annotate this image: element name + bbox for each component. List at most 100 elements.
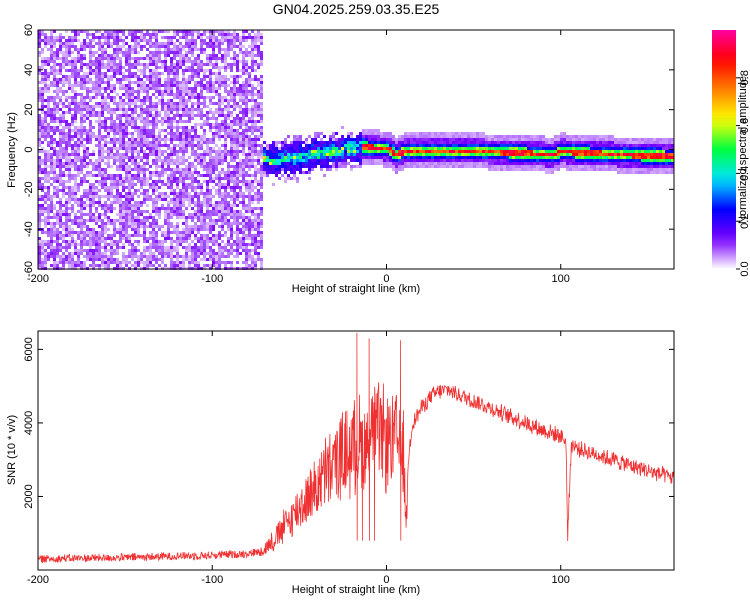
- spectrogram-cell: [38, 258, 41, 261]
- spectrogram-cell: [77, 186, 80, 189]
- spectrogram-cell: [131, 81, 134, 84]
- spectrogram-cell: [254, 48, 257, 51]
- spectrogram-cell: [68, 168, 71, 171]
- spectrogram-cell: [182, 54, 185, 57]
- spectrogram-cell: [98, 117, 101, 120]
- spectrogram-cell: [185, 252, 188, 255]
- spectrogram-cell: [56, 102, 59, 105]
- spectrogram-cell: [170, 153, 173, 156]
- spectrogram-cell: [191, 78, 194, 81]
- spectrogram-cell: [149, 144, 152, 147]
- spectrogram-cell: [80, 108, 83, 111]
- spectrogram-cell: [170, 150, 173, 153]
- spectrogram-cell: [164, 78, 167, 81]
- spectrogram-cell: [164, 138, 167, 141]
- spectrogram-cell: [44, 120, 47, 123]
- spectrogram-cell: [41, 177, 44, 180]
- spectrogram-cell: [251, 222, 254, 225]
- spectrogram-cell: [260, 111, 263, 114]
- spectrogram-cell: [92, 33, 95, 36]
- spectrogram-cell: [131, 99, 134, 102]
- spectrogram-cell: [80, 201, 83, 204]
- spectrogram-cell: [80, 132, 83, 135]
- spectrogram-cell: [158, 120, 161, 123]
- spectrogram-cell: [137, 213, 140, 216]
- spectrogram-cell: [200, 33, 203, 36]
- spectrogram-cell: [188, 90, 191, 93]
- spectrogram-cell: [143, 189, 146, 192]
- spectrogram-cell: [80, 183, 83, 186]
- spectrogram-cell: [122, 93, 125, 96]
- spectrogram-cell: [179, 261, 182, 264]
- spectrogram-cell: [176, 96, 179, 99]
- spectrogram-cell: [203, 165, 206, 168]
- spectrogram-cell: [83, 99, 86, 102]
- spectrogram-cell: [62, 120, 65, 123]
- spectrogram-cell: [128, 105, 131, 108]
- spectrogram-cell: [188, 99, 191, 102]
- spectrogram-cell: [62, 78, 65, 81]
- spectrogram-cell: [98, 195, 101, 198]
- spectrogram-cell: [146, 48, 149, 51]
- spectrogram-cell: [95, 105, 98, 108]
- spectrogram-cell: [62, 138, 65, 141]
- spectrogram-cell: [65, 243, 68, 246]
- spectrogram-cell: [65, 231, 68, 234]
- spectrogram-cell: [209, 123, 212, 126]
- spectrogram-cell: [125, 69, 128, 72]
- spectrogram-cell: [350, 132, 353, 135]
- spectrogram-cell: [143, 72, 146, 75]
- spectrogram-cell: [191, 183, 194, 186]
- spectrogram-cell: [47, 243, 50, 246]
- spectrogram-cell: [53, 207, 56, 210]
- spectrogram-cell: [110, 156, 113, 159]
- spectrogram-cell: [137, 63, 140, 66]
- spectrogram-cell: [101, 237, 104, 240]
- spectrogram-cell: [59, 48, 62, 51]
- spectrogram-cell: [353, 159, 356, 162]
- spectrogram-cell: [221, 192, 224, 195]
- spectrogram-cell: [146, 147, 149, 150]
- spectrogram-cell: [140, 135, 143, 138]
- spectrogram-cell: [77, 57, 80, 60]
- spectrogram-cell: [98, 63, 101, 66]
- spectrogram-cell: [119, 216, 122, 219]
- spectrogram-cell: [125, 237, 128, 240]
- spectrogram-cell: [242, 30, 245, 33]
- spectrogram-cell: [236, 135, 239, 138]
- spectrogram-cell: [170, 201, 173, 204]
- spectrogram-cell: [158, 42, 161, 45]
- spectrogram-cell: [104, 180, 107, 183]
- spectrogram-cell: [311, 165, 314, 168]
- spectrogram-cell: [209, 39, 212, 42]
- spectrogram-cell: [71, 147, 74, 150]
- spectrogram-cell: [227, 93, 230, 96]
- spectrogram-cell: [41, 213, 44, 216]
- spectrogram-cell: [77, 261, 80, 264]
- spectrogram-cell: [38, 81, 41, 84]
- spectrogram-cell: [218, 201, 221, 204]
- spectrogram-cell: [335, 150, 338, 153]
- spectrogram-cell: [140, 69, 143, 72]
- spectrogram-cell: [50, 117, 53, 120]
- spectrogram-cell: [56, 255, 59, 258]
- spectrogram-cell: [92, 39, 95, 42]
- spectrogram-cell: [206, 138, 209, 141]
- spectrogram-cell: [362, 135, 365, 138]
- spectrogram-cell: [158, 87, 161, 90]
- spectrogram-cell: [239, 117, 242, 120]
- spectrogram-cell: [68, 165, 71, 168]
- spectrogram-cell: [74, 159, 77, 162]
- spectrogram-cell: [155, 258, 158, 261]
- spectrogram-cell: [65, 132, 68, 135]
- spectrogram-cell: [176, 231, 179, 234]
- spectrogram-cell: [191, 231, 194, 234]
- spectrogram-cell: [80, 81, 83, 84]
- spectrogram-cell: [101, 108, 104, 111]
- spectrogram-cell: [41, 75, 44, 78]
- spectrogram-cell: [116, 33, 119, 36]
- spectrogram-cell: [224, 147, 227, 150]
- spectrogram-cell: [59, 87, 62, 90]
- spectrogram-cell: [188, 213, 191, 216]
- spectrogram-cell: [239, 123, 242, 126]
